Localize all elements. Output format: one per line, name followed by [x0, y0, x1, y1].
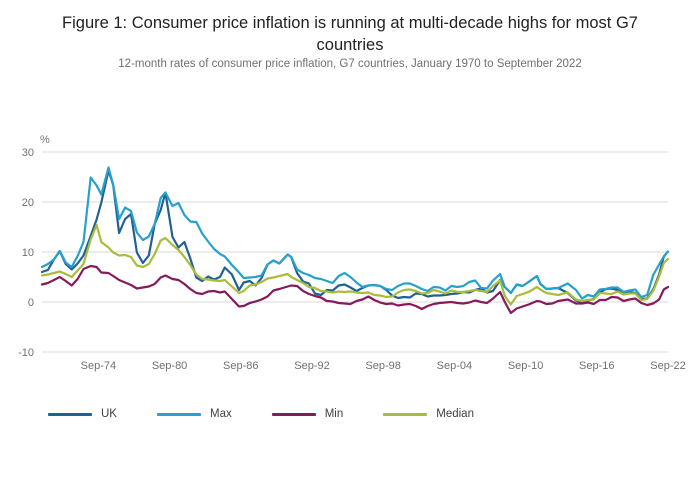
inflation-line-chart: 30 20 10 0 -10% Sep-74 Sep-80 Sep-86 Sep-92 Sep-9…: [18, 134, 686, 372]
line-max: [40, 166, 670, 300]
y-axis-unit-label: %: [40, 134, 50, 146]
legend-item-max: Max: [156, 408, 232, 420]
x-tick-label: Sep-10: [508, 360, 543, 372]
x-tick-label: Sep-22: [650, 360, 685, 372]
legend-swatch-median: [383, 412, 428, 416]
line-uk: [40, 169, 670, 304]
y-tick-label: 10: [22, 247, 34, 259]
line-median: [40, 223, 670, 306]
y-tick-label: -10: [18, 347, 34, 359]
legend-label-median: Median: [436, 408, 474, 420]
chart-subtitle: 12-month rates of consumer price inflati…: [118, 58, 582, 70]
x-tick-label: Sep-98: [365, 360, 400, 372]
x-tick-label: Sep-74: [81, 360, 116, 372]
legend-label-min: Min: [324, 408, 344, 420]
legend-label-max: Max: [209, 408, 232, 420]
legend-swatch-min: [271, 412, 316, 416]
x-tick-label: Sep-80: [152, 360, 187, 372]
y-tick-label: 20: [22, 197, 34, 209]
line-min: [40, 264, 670, 315]
x-tick-label: Sep-92: [294, 360, 329, 372]
y-tick-label: 30: [22, 147, 34, 159]
legend-item-min: Min: [271, 408, 344, 420]
legend-swatch-uk: [48, 412, 92, 416]
legend-item-median: Median: [383, 408, 474, 420]
legend-swatch-max: [156, 412, 201, 416]
legend-item-uk: UK: [48, 408, 117, 420]
legend: UK Max Min Median: [48, 408, 474, 420]
legend-label-uk: UK: [101, 408, 117, 420]
page-title: Figure 1: Consumer price inflation is ru…: [62, 14, 638, 55]
x-tick-label: Sep-86: [223, 360, 258, 372]
y-tick-label: 0: [28, 297, 34, 309]
x-tick-label: Sep-16: [579, 360, 614, 372]
x-tick-label: Sep-04: [437, 360, 472, 372]
